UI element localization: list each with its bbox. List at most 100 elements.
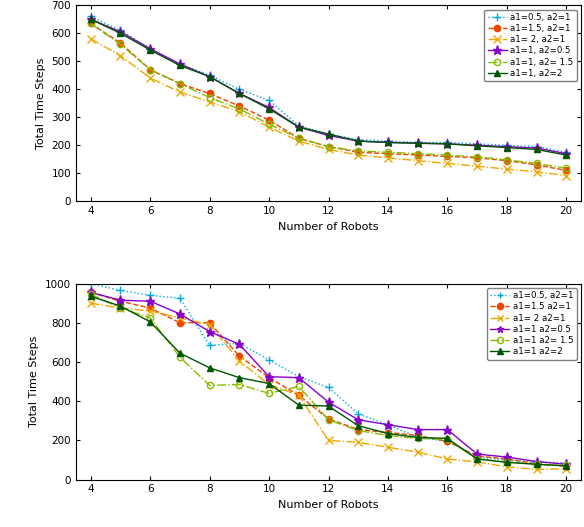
a1=1 a2=2 — [325, 403, 332, 409]
a1=1, a2=0.5 — [533, 145, 540, 151]
a1=1.5, a2=1 — [147, 66, 154, 73]
a1=1 a2=0.5 — [414, 426, 421, 433]
a1=1, a2=2 — [503, 144, 510, 151]
a1=1, a2=0.5 — [474, 142, 481, 149]
a1=1 a2=2 — [147, 319, 154, 325]
a1=1.5, a2=1 — [563, 167, 570, 173]
a1=1 a2=2 — [563, 463, 570, 469]
a1=1 a2= 1.5 — [444, 436, 451, 443]
Line: a1=0.5, a2=1: a1=0.5, a2=1 — [87, 280, 570, 467]
a1=1, a2=2 — [354, 138, 361, 144]
a1=0.5, a2=1 — [354, 136, 361, 143]
a1=1 a2=0.5 — [87, 289, 94, 296]
a1= 2, a2=1 — [236, 109, 243, 115]
X-axis label: Number of Robots: Number of Robots — [278, 500, 379, 510]
a1=1.5 a2=1 — [117, 298, 124, 305]
Line: a1=1, a2=2: a1=1, a2=2 — [88, 16, 569, 158]
a1=0.5, a2=1 — [296, 122, 303, 129]
a1=1, a2= 1.5 — [474, 154, 481, 160]
a1=1, a2=0.5 — [87, 16, 94, 23]
a1=1.5 a2=1 — [325, 416, 332, 422]
a1=1 a2= 1.5 — [503, 459, 510, 465]
a1=1.5, a2=1 — [503, 158, 510, 164]
a1= 2, a2=1 — [176, 89, 183, 95]
a1=0.5, a2=1 — [414, 139, 421, 145]
a1=1.5, a2=1 — [354, 149, 361, 155]
a1= 2 a2=1 — [444, 456, 451, 462]
a1=1.5 a2=1 — [533, 461, 540, 467]
a1= 2, a2=1 — [503, 166, 510, 172]
a1= 2 a2=1 — [503, 464, 510, 470]
a1=1, a2=2 — [325, 131, 332, 137]
a1=1.5, a2=1 — [176, 81, 183, 87]
a1= 2, a2=1 — [325, 147, 332, 153]
a1=1, a2= 1.5 — [296, 135, 303, 141]
a1=0.5, a2=1 — [296, 374, 303, 380]
a1=1 a2=2 — [176, 350, 183, 356]
a1=1, a2=0.5 — [117, 28, 124, 35]
a1=1 a2=0.5 — [444, 426, 451, 433]
a1=1, a2=0.5 — [444, 141, 451, 147]
a1=1.5 a2=1 — [206, 319, 213, 326]
a1=1 a2= 1.5 — [325, 417, 332, 423]
X-axis label: Number of Robots: Number of Robots — [278, 222, 379, 232]
a1=1, a2=2 — [147, 47, 154, 53]
a1=1 a2=0.5 — [354, 417, 361, 423]
a1=1, a2=0.5 — [503, 143, 510, 150]
a1=1, a2= 1.5 — [236, 106, 243, 112]
Line: a1= 2 a2=1: a1= 2 a2=1 — [87, 299, 570, 473]
a1=1, a2= 1.5 — [117, 41, 124, 47]
a1=1.5 a2=1 — [354, 426, 361, 433]
a1=1 a2= 1.5 — [296, 383, 303, 389]
a1=0.5, a2=1 — [533, 459, 540, 465]
a1=1.5 a2=1 — [414, 432, 421, 438]
a1=1 a2=2 — [414, 434, 421, 441]
a1=1.5, a2=1 — [206, 90, 213, 96]
Line: a1=1.5, a2=1: a1=1.5, a2=1 — [88, 21, 569, 173]
a1=0.5, a2=1 — [266, 97, 273, 104]
a1=0.5, a2=1 — [176, 61, 183, 67]
a1=1 a2=2 — [296, 402, 303, 408]
a1=0.5, a2=1 — [147, 45, 154, 52]
a1=1.5, a2=1 — [384, 151, 391, 157]
a1=1, a2=2 — [266, 106, 273, 112]
a1=1.5, a2=1 — [236, 103, 243, 109]
Line: a1=1.5 a2=1: a1=1.5 a2=1 — [88, 289, 569, 470]
a1=1, a2=2 — [563, 152, 570, 158]
a1=1.5 a2=1 — [474, 453, 481, 459]
a1= 2, a2=1 — [266, 124, 273, 130]
a1= 2 a2=1 — [354, 439, 361, 445]
a1=1.5, a2=1 — [325, 143, 332, 150]
a1=0.5, a2=1 — [325, 131, 332, 137]
a1=1.5 a2=1 — [236, 353, 243, 359]
a1=1.5, a2=1 — [296, 135, 303, 141]
a1=1, a2= 1.5 — [384, 149, 391, 155]
a1=1, a2= 1.5 — [563, 165, 570, 171]
a1= 2, a2=1 — [384, 155, 391, 161]
a1=1 a2=0.5 — [296, 375, 303, 381]
a1=1.5, a2=1 — [414, 152, 421, 158]
a1=1, a2= 1.5 — [414, 151, 421, 157]
a1=1, a2=0.5 — [296, 124, 303, 130]
a1=1, a2= 1.5 — [503, 157, 510, 163]
a1=1, a2= 1.5 — [354, 148, 361, 154]
a1=1, a2=2 — [384, 139, 391, 145]
a1=0.5, a2=1 — [503, 142, 510, 149]
a1=1 a2= 1.5 — [384, 432, 391, 438]
a1= 2, a2=1 — [563, 172, 570, 179]
a1= 2 a2=1 — [117, 305, 124, 311]
a1= 2 a2=1 — [384, 444, 391, 451]
a1=1 a2=2 — [444, 435, 451, 442]
a1=1, a2=2 — [444, 141, 451, 147]
a1=1 a2= 1.5 — [474, 456, 481, 462]
a1=0.5, a2=1 — [117, 27, 124, 34]
a1=1, a2=0.5 — [384, 139, 391, 145]
Line: a1=1, a2=0.5: a1=1, a2=0.5 — [86, 15, 571, 158]
a1=1, a2=2 — [474, 143, 481, 149]
a1= 2 a2=1 — [206, 321, 213, 328]
a1=1 a2=2 — [87, 293, 94, 299]
a1=1 a2=0.5 — [236, 341, 243, 347]
a1=0.5, a2=1 — [474, 454, 481, 460]
a1=0.5, a2=1 — [384, 138, 391, 144]
a1=1, a2=2 — [117, 30, 124, 36]
